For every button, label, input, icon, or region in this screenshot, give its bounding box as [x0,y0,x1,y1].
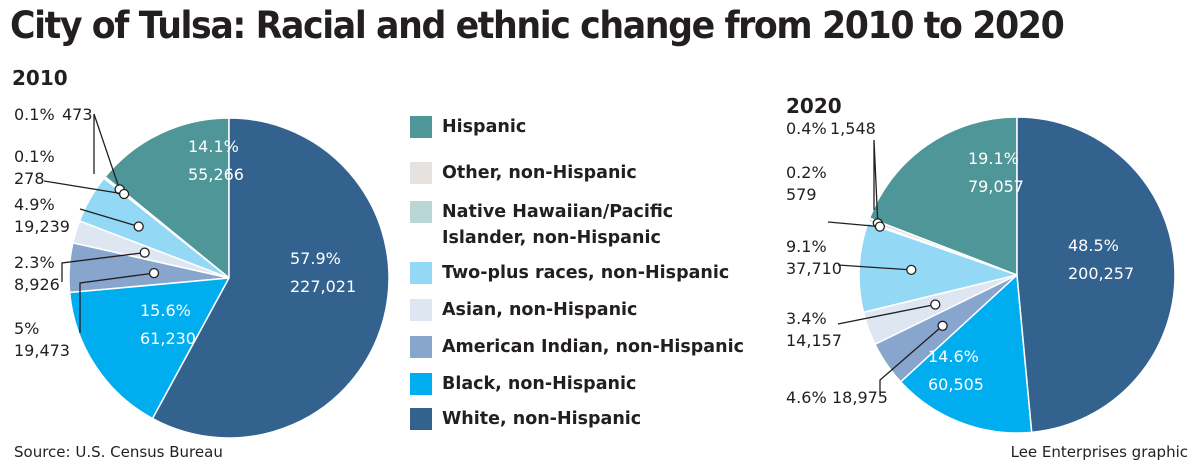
legend-label: Native Hawaiian/Pacific Islander, non-Hi… [442,202,674,248]
pie-2010-label-pct-asian: 2.3% [14,253,55,272]
pie-2020-label-count-hispanic: 79,057 [968,177,1024,196]
pie-2020-leader-other [873,139,879,224]
legend-label: Hispanic [442,117,527,137]
legend-swatch [410,162,432,184]
legend-swatch [410,262,432,284]
pie-2010-slice-white [151,117,390,439]
pie-2010-leader-other [93,113,121,190]
pie-2020-marker-asian [930,299,941,310]
legend-swatch [410,336,432,358]
pie-2020-label-count-other: 1,548 [830,119,876,138]
legend-item-asian: Asian, non-Hispanic [410,299,770,323]
pie-2020-label-pct-american-indian: 4.6% [786,388,827,407]
pie-2020-leader-asian [837,303,936,325]
pie-2020-label-count-pacific-islander: 579 [786,185,817,204]
legend-swatch [410,408,432,430]
pie-2010-label-count-white: 227,021 [290,277,356,296]
pie-2010-label-pct-white: 57.9% [290,249,341,268]
legend-item-american-indian: American Indian, non-Hispanic [410,336,770,360]
legend-swatch [410,201,432,223]
pie-2020-slice-black [899,274,1033,434]
legend-swatch [410,116,432,138]
pie-2010-label-pct-hispanic: 14.1% [188,137,239,156]
legend-item-black: Black, non-Hispanic [410,373,770,397]
pie-2010-label-pct-two-plus: 4.9% [14,195,55,214]
legend-swatch [410,373,432,395]
pie-2010-leader-two-plus [79,208,139,228]
pie-2010-leader-american-indian [79,272,155,333]
legend-item-hispanic: Hispanic [410,116,770,140]
pie-2020-marker-american-indian [937,320,948,331]
pie-2020-label-count-american-indian: 18,975 [832,388,888,407]
pie-2020-leader-two-plus [837,264,912,271]
pie-2020-label-pct-other: 0.4% [786,119,827,138]
pie-2010-label-count-hispanic: 55,266 [188,165,244,184]
pie-2010-label-count-other: 473 [62,105,93,124]
pie-2010-slice-hispanic [104,117,230,279]
pie-2010-leader-pacific-islander [43,180,125,195]
pie-2020-slice-two-plus [858,222,1018,314]
legend-label: Other, non-Hispanic [442,163,637,183]
pie-2020-leader-pacific-islander [827,221,880,228]
pie-2010-label-count-american-indian: 19,473 [14,341,70,360]
pie-2020-label-count-white: 200,257 [1068,264,1134,283]
legend-label: White, non-Hispanic [442,409,642,429]
pie-2010-label-count-black: 61,230 [140,329,196,348]
chart-title: City of Tulsa: Racial and ethnic change … [10,4,1065,47]
pie-2010-label-pct-american-indian: 5% [14,319,39,338]
pie-2020-marker-pacific-islander [874,221,886,232]
pie-2010-label-pct-black: 15.6% [140,301,191,320]
pie-2020-label-pct-two-plus: 9.1% [786,237,827,256]
pie-2020-label-pct-asian: 3.4% [786,309,827,328]
legend-swatch [410,299,432,321]
legend-label: Black, non-Hispanic [442,374,637,394]
pie-2010-title: 2010 [12,66,68,90]
pie-2020-label-count-asian: 14,157 [786,331,842,350]
pie-2010-marker-asian [139,247,150,258]
legend-label: American Indian, non-Hispanic [442,337,744,357]
pie-2010-label-count-asian: 8,926 [14,275,60,294]
legend-label: Two-plus races, non-Hispanic [442,263,730,283]
pie-2020-label-count-black: 60,505 [928,375,984,394]
pie-2020-label-pct-hispanic: 19.1% [968,149,1019,168]
pie-2020-leader-american-indian [879,325,944,395]
pie-2010-label-pct-other: 0.1% [14,105,55,124]
source-note: Source: U.S. Census Bureau [14,443,223,461]
pie-2010-marker-two-plus [133,221,144,232]
legend-item-pacific-islander: Native Hawaiian/Pacific Islander, non-Hi… [410,201,770,251]
pie-2010-label-count-pacific-islander: 278 [14,169,45,188]
pie-2010-label-count-two-plus: 19,239 [14,217,70,236]
legend-item-other: Other, non-Hispanic [410,162,770,186]
legend-item-white: White, non-Hispanic [410,408,770,432]
pie-2010-label-pct-pacific-islander: 0.1% [14,147,55,166]
pie-2020-label-pct-pacific-islander: 0.2% [786,163,827,182]
pie-2020-label-count-two-plus: 37,710 [786,259,842,278]
pie-2020-slice-white [1016,116,1176,434]
pie-2010-leader-asian [61,251,145,282]
pie-2020-label-pct-black: 14.6% [928,347,979,366]
pie-2010-marker-american-indian [148,267,160,279]
pie-2020-title: 2020 [786,94,842,118]
pie-2010-marker-pacific-islander [118,188,130,200]
credit-note: Lee Enterprises graphic [1010,443,1188,461]
pie-2020-marker-two-plus [906,264,917,276]
legend-item-two-plus: Two-plus races, non-Hispanic [410,262,770,286]
pie-2020-label-pct-white: 48.5% [1068,236,1119,255]
legend-label: Asian, non-Hispanic [442,300,638,320]
pie-2010-slice-black [68,277,230,420]
